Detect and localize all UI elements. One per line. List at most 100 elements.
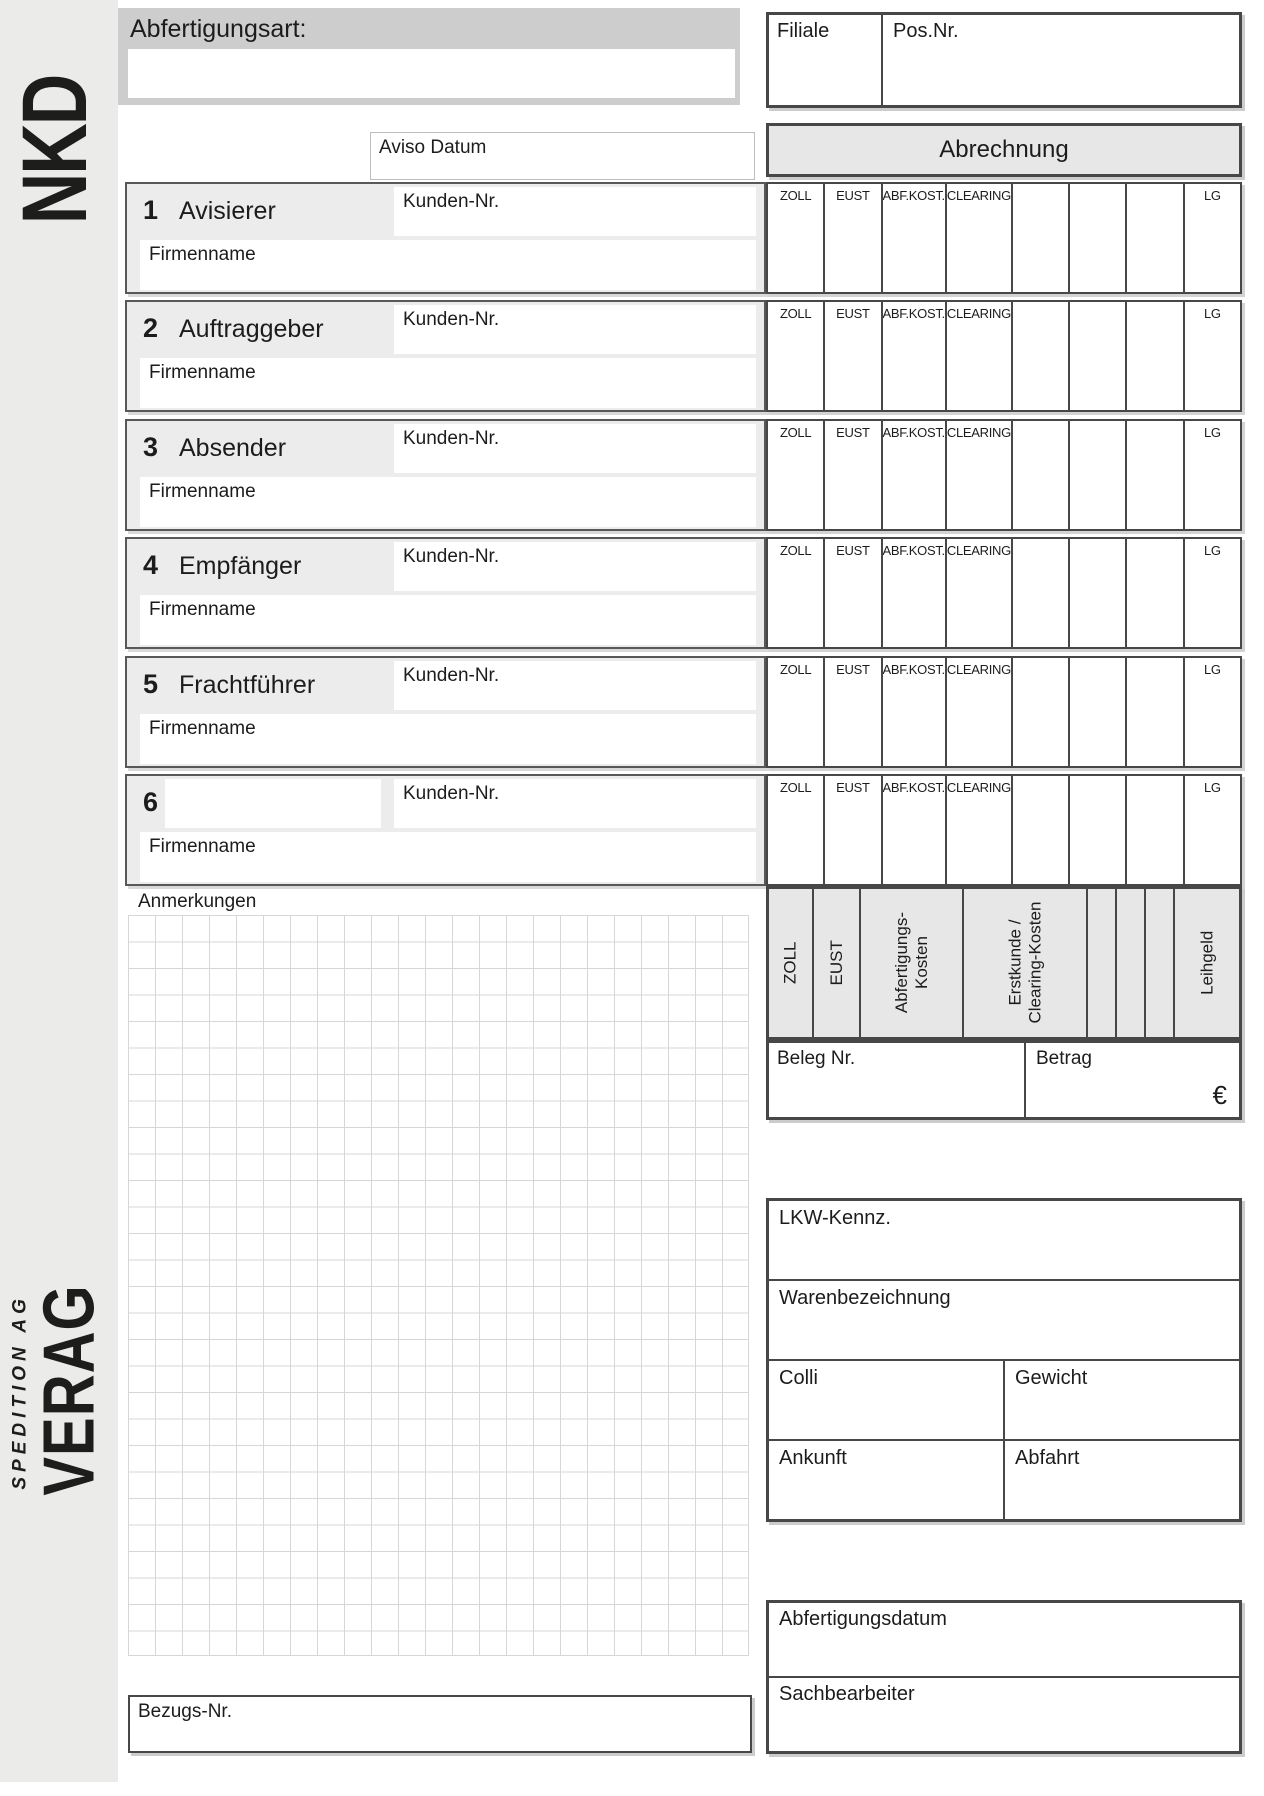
party-section: 1 Avisierer Kunden-Nr. Firmenname bbox=[125, 182, 766, 294]
verag-logo: SPEDITION AG VERAG bbox=[10, 1284, 110, 1495]
abrechnung-cell-blank[interactable] bbox=[1070, 776, 1128, 884]
abrechnung-category-strip: ZOLL EUST Abfertigungs- Kosten Erstkunde… bbox=[766, 886, 1242, 1040]
abrechnung-cell-blank[interactable] bbox=[1127, 658, 1185, 766]
abrechnung-cell-blank[interactable] bbox=[1127, 421, 1185, 529]
category-cell-blank bbox=[1087, 889, 1117, 1037]
abrechnung-cell-clearing[interactable]: CLEARING bbox=[946, 421, 1013, 529]
abrechnung-cell-lg[interactable]: LG bbox=[1184, 421, 1240, 529]
anmerkungen-label: Anmerkungen bbox=[138, 891, 257, 912]
abfertigungsdatum-field[interactable]: Abfertigungsdatum bbox=[769, 1603, 1239, 1676]
section-title: Absender bbox=[179, 434, 287, 462]
abrechnung-cell-lg[interactable]: LG bbox=[1184, 658, 1240, 766]
abrechnung-cell-blank[interactable] bbox=[1070, 302, 1128, 410]
category-label: EUST bbox=[826, 940, 846, 986]
firmenname-field[interactable]: Firmenname bbox=[140, 358, 756, 408]
abrechnung-cell-lg[interactable]: LG bbox=[1184, 302, 1240, 410]
betrag-field[interactable]: Betrag € bbox=[1026, 1043, 1239, 1117]
anmerkungen-grid[interactable] bbox=[128, 915, 749, 1656]
abrechnung-cell-blank[interactable] bbox=[1012, 776, 1071, 884]
firmenname-field[interactable]: Firmenname bbox=[140, 477, 756, 527]
abrechnung-col-header bbox=[1127, 302, 1182, 306]
kunden-nr-field[interactable]: Kunden-Nr. bbox=[394, 542, 756, 591]
abrechnung-cell-lg[interactable]: LG bbox=[1184, 539, 1240, 647]
abrechnung-cell-clearing[interactable]: CLEARING bbox=[946, 302, 1013, 410]
firmenname-field[interactable]: Firmenname bbox=[140, 240, 756, 290]
abrechnung-col-header bbox=[1013, 776, 1068, 780]
abfertigungsart-field[interactable] bbox=[128, 49, 735, 98]
kunden-nr-field[interactable]: Kunden-Nr. bbox=[394, 305, 756, 354]
kunden-nr-label: Kunden-Nr. bbox=[403, 665, 500, 686]
beleg-nr-field[interactable]: Beleg Nr. bbox=[769, 1043, 1026, 1117]
firmenname-field[interactable]: Firmenname bbox=[140, 714, 756, 764]
abrechnung-cell-blank[interactable] bbox=[1012, 539, 1071, 647]
abrechnung-col-header: LG bbox=[1203, 662, 1221, 677]
abrechnung-cell-zoll[interactable]: ZOLL bbox=[768, 302, 826, 410]
abrechnung-col-header bbox=[1070, 658, 1125, 662]
firmenname-field[interactable]: Firmenname bbox=[140, 832, 756, 882]
kunden-nr-field[interactable]: Kunden-Nr. bbox=[394, 779, 756, 828]
filiale-field[interactable]: Filiale bbox=[769, 15, 883, 105]
abrechnung-cell-abfkost[interactable]: ABF.KOST. bbox=[882, 184, 947, 292]
section-number: 3 bbox=[143, 432, 159, 462]
warenbezeichnung-field[interactable]: Warenbezeichnung bbox=[769, 1281, 1239, 1359]
abrechnung-col-header: EUST bbox=[836, 780, 870, 795]
abrechnung-cell-eust[interactable]: EUST bbox=[825, 421, 883, 529]
abrechnung-cell-zoll[interactable]: ZOLL bbox=[768, 658, 826, 766]
abrechnung-cell-zoll[interactable]: ZOLL bbox=[768, 184, 826, 292]
kunden-nr-field[interactable]: Kunden-Nr. bbox=[394, 424, 756, 473]
abrechnung-cell-eust[interactable]: EUST bbox=[825, 302, 883, 410]
abrechnung-row-table: ZOLL EUST ABF.KOST. CLEARING LG bbox=[766, 774, 1242, 886]
abrechnung-cell-zoll[interactable]: ZOLL bbox=[768, 421, 826, 529]
abrechnung-cell-lg[interactable]: LG bbox=[1184, 776, 1240, 884]
abrechnung-cell-blank[interactable] bbox=[1012, 184, 1071, 292]
abrechnung-cell-clearing[interactable]: CLEARING bbox=[946, 658, 1013, 766]
sachbearbeiter-field[interactable]: Sachbearbeiter bbox=[769, 1676, 1239, 1751]
category-cell-blank bbox=[1116, 889, 1146, 1037]
bezugs-nr-field[interactable]: Bezugs-Nr. bbox=[128, 1695, 752, 1753]
abrechnung-cell-blank[interactable] bbox=[1012, 302, 1071, 410]
firmenname-field[interactable]: Firmenname bbox=[140, 595, 756, 645]
abrechnung-cell-clearing[interactable]: CLEARING bbox=[946, 539, 1013, 647]
abrechnung-cell-zoll[interactable]: ZOLL bbox=[768, 776, 826, 884]
abrechnung-cell-abfkost[interactable]: ABF.KOST. bbox=[882, 776, 947, 884]
abrechnung-cell-abfkost[interactable]: ABF.KOST. bbox=[882, 658, 947, 766]
gewicht-field[interactable]: Gewicht bbox=[1005, 1361, 1239, 1439]
abfahrt-field[interactable]: Abfahrt bbox=[1005, 1441, 1239, 1519]
section-number: 1 bbox=[143, 195, 159, 225]
abrechnung-cell-clearing[interactable]: CLEARING bbox=[946, 776, 1013, 884]
abrechnung-cell-abfkost[interactable]: ABF.KOST. bbox=[882, 421, 947, 529]
abrechnung-cell-blank[interactable] bbox=[1012, 421, 1071, 529]
abrechnung-cell-eust[interactable]: EUST bbox=[825, 539, 883, 647]
abrechnung-cell-blank[interactable] bbox=[1070, 658, 1128, 766]
ankunft-field[interactable]: Ankunft bbox=[769, 1441, 1005, 1519]
pos-nr-field[interactable]: Pos.Nr. bbox=[883, 15, 1239, 105]
abrechnung-cell-zoll[interactable]: ZOLL bbox=[768, 539, 826, 647]
abrechnung-cell-blank[interactable] bbox=[1070, 421, 1128, 529]
colli-label: Colli bbox=[779, 1367, 818, 1389]
abrechnung-cell-lg[interactable]: LG bbox=[1184, 184, 1240, 292]
abrechnung-col-header: ABF.KOST. bbox=[882, 662, 945, 677]
shipment-box: LKW-Kennz. Warenbezeichnung Colli Gewich… bbox=[766, 1198, 1242, 1522]
abfahrt-label: Abfahrt bbox=[1015, 1447, 1080, 1469]
lkw-kennz-field[interactable]: LKW-Kennz. bbox=[769, 1201, 1239, 1279]
abrechnung-cell-blank[interactable] bbox=[1070, 184, 1128, 292]
abrechnung-cell-abfkost[interactable]: ABF.KOST. bbox=[882, 302, 947, 410]
aviso-datum-field[interactable]: Aviso Datum bbox=[370, 132, 755, 180]
kunden-nr-field[interactable]: Kunden-Nr. bbox=[394, 661, 756, 710]
abrechnung-cell-blank[interactable] bbox=[1012, 658, 1071, 766]
kunden-nr-field[interactable]: Kunden-Nr. bbox=[394, 187, 756, 236]
abrechnung-cell-blank[interactable] bbox=[1127, 184, 1185, 292]
abrechnung-col-header: ZOLL bbox=[779, 425, 812, 440]
abrechnung-cell-blank[interactable] bbox=[1127, 302, 1185, 410]
abrechnung-cell-clearing[interactable]: CLEARING bbox=[946, 184, 1013, 292]
abrechnung-cell-blank[interactable] bbox=[1127, 539, 1185, 647]
abrechnung-cell-eust[interactable]: EUST bbox=[825, 658, 883, 766]
section-title-field[interactable] bbox=[165, 779, 381, 828]
abrechnung-col-header: ABF.KOST. bbox=[882, 306, 945, 321]
abrechnung-cell-eust[interactable]: EUST bbox=[825, 184, 883, 292]
colli-field[interactable]: Colli bbox=[769, 1361, 1005, 1439]
abrechnung-cell-abfkost[interactable]: ABF.KOST. bbox=[882, 539, 947, 647]
abrechnung-cell-blank[interactable] bbox=[1127, 776, 1185, 884]
abrechnung-cell-blank[interactable] bbox=[1070, 539, 1128, 647]
abrechnung-cell-eust[interactable]: EUST bbox=[825, 776, 883, 884]
